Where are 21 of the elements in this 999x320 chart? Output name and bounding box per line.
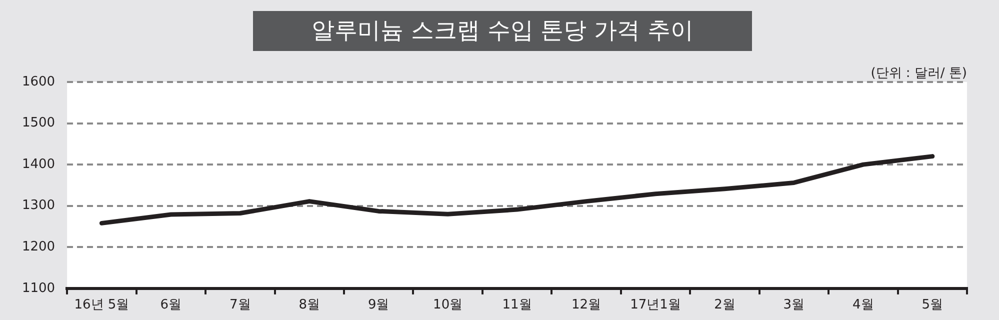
chart-title: 알루미늄 스크랩 수입 톤당 가격 추이 <box>253 11 752 51</box>
x-tick-label: 10월 <box>433 298 463 313</box>
x-tick-label: 12월 <box>571 298 602 313</box>
x-tick-label: 4월 <box>852 298 874 313</box>
x-tick-label: 7월 <box>230 298 251 313</box>
x-tick-label: 5월 <box>922 298 944 313</box>
y-tick-label: 1600 <box>22 74 56 90</box>
y-tick-label: 1200 <box>22 239 56 254</box>
x-tick-label: 6월 <box>160 298 182 313</box>
text: (단위 : 달러/ 톤) <box>870 65 967 82</box>
x-tick-label: 16년 5월 <box>74 298 130 313</box>
x-tick-label: 2월 <box>714 298 736 313</box>
y-tick-label: 1400 <box>22 156 56 172</box>
x-tick-label: 11월 <box>502 298 532 313</box>
x-tick-label: 17년1월 <box>630 298 681 313</box>
x-tick-label: 3월 <box>783 298 805 313</box>
y-tick-label: 1100 <box>22 280 56 296</box>
y-tick-label: 1300 <box>22 198 56 214</box>
x-tick-label: 9월 <box>368 298 390 313</box>
y-tick-label: 1500 <box>22 116 56 131</box>
x-tick-label: 8월 <box>298 298 320 313</box>
